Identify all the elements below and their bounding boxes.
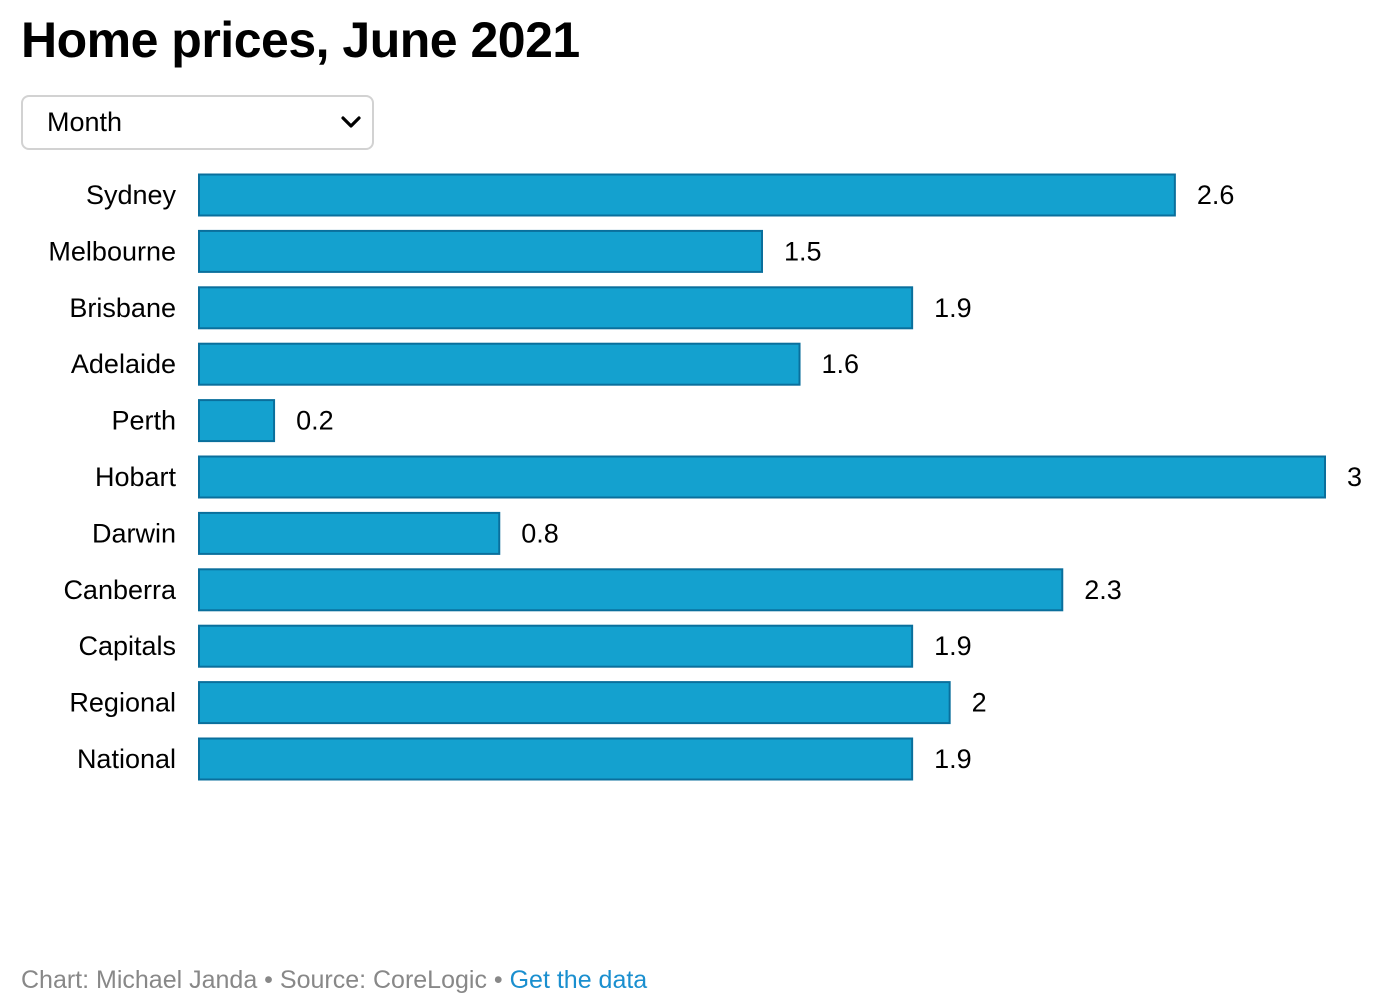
bar[interactable] [198, 229, 763, 273]
bar[interactable] [198, 399, 276, 443]
bar[interactable] [198, 511, 501, 555]
footer-separator: • [257, 966, 280, 994]
bar[interactable] [198, 737, 914, 781]
get-the-data-link[interactable]: Get the data [509, 966, 648, 994]
category-label: Sydney [86, 180, 177, 210]
value-label: 2 [972, 688, 987, 718]
value-label: 2.6 [1197, 180, 1235, 210]
bar[interactable] [198, 286, 914, 330]
footer-separator-2: • [486, 966, 510, 994]
bar[interactable] [198, 455, 1326, 499]
category-label: Regional [69, 688, 176, 718]
chart-footer: Chart: Michael Janda • Source: CoreLogic… [21, 963, 647, 997]
value-label: 0.8 [521, 518, 559, 548]
bar[interactable] [198, 568, 1064, 612]
value-label: 1.9 [934, 631, 972, 661]
category-label: Capitals [78, 631, 176, 661]
category-label: Darwin [92, 518, 176, 548]
chevron-down-icon [341, 116, 361, 128]
category-label: Melbourne [48, 236, 176, 266]
category-label: Hobart [95, 462, 177, 492]
category-label: National [77, 744, 176, 774]
period-select[interactable]: Month [21, 95, 374, 150]
bar-chart: Sydney 2.6 Melbourne 1.5 Brisbane 1.9 Adelaide… [48, 173, 1362, 781]
bar[interactable] [198, 173, 1176, 217]
bar[interactable] [198, 681, 951, 725]
chart-credit: Chart: Michael Janda [21, 966, 258, 994]
bar[interactable] [198, 624, 914, 668]
value-label: 2.3 [1084, 575, 1122, 605]
chart-source: Source: CoreLogic [279, 966, 487, 994]
value-label: 3 [1347, 462, 1362, 492]
category-label: Perth [111, 406, 176, 436]
chart-title: Home prices, June 2021 [21, 12, 580, 68]
value-label: 1.9 [934, 293, 972, 323]
value-label: 0.2 [296, 406, 334, 436]
period-select-value: Month [47, 107, 123, 137]
bar[interactable] [198, 342, 801, 386]
category-label: Adelaide [71, 349, 176, 379]
value-label: 1.9 [934, 744, 972, 774]
category-label: Brisbane [69, 293, 176, 323]
category-label: Canberra [63, 575, 177, 605]
value-label: 1.6 [822, 349, 860, 379]
value-label: 1.5 [784, 236, 822, 266]
